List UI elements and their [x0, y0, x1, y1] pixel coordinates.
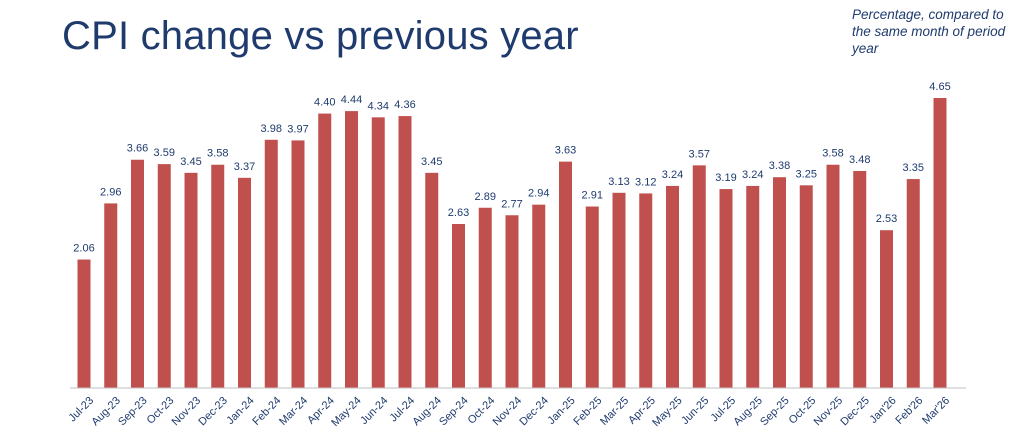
- bar-Sep-23: [131, 159, 144, 388]
- x-tick-label: Feb'26: [893, 395, 925, 427]
- x-tick-label: May-25: [650, 395, 684, 429]
- x-tick-label: Nov-24: [491, 395, 525, 429]
- value-label: 3.19: [715, 172, 736, 184]
- value-label: 4.40: [314, 97, 335, 109]
- bar-Mar-25: [612, 192, 626, 388]
- value-label: 3.97: [287, 123, 308, 135]
- bar-Mar-24: [291, 140, 305, 388]
- value-label: 4.34: [368, 100, 389, 112]
- value-label: 4.44: [341, 94, 362, 106]
- value-label: 3.38: [769, 160, 790, 172]
- bar-Feb'26: [906, 179, 920, 388]
- bar-Feb-25: [585, 206, 599, 388]
- value-label: 3.58: [822, 148, 843, 160]
- value-label: 3.98: [261, 123, 282, 135]
- value-label: 3.58: [207, 148, 228, 160]
- value-label: 2.06: [73, 243, 94, 255]
- value-label: 3.12: [635, 176, 656, 188]
- value-label: 3.25: [796, 168, 817, 180]
- bar-Jan-25: [559, 161, 572, 388]
- bar-Sep-24: [452, 223, 465, 388]
- chart-title: CPI change vs previous year: [62, 14, 579, 58]
- value-label: 2.63: [448, 207, 469, 219]
- bar-Apr-24: [318, 113, 332, 388]
- x-tick-label: Dec-25: [838, 395, 872, 429]
- bar-Nov-23: [184, 172, 198, 388]
- bar-Aug-24: [425, 172, 439, 388]
- x-tick-label: May-24: [329, 395, 363, 429]
- x-tick-label: Nov-25: [812, 395, 846, 429]
- bar-Jan'26: [880, 230, 893, 388]
- bar-Jun-25: [692, 165, 706, 388]
- value-label: 3.37: [234, 161, 255, 173]
- x-tick-label: Jun-24: [358, 395, 390, 427]
- x-tick-label: Jan'26: [868, 395, 899, 426]
- x-tick-label: Feb-24: [250, 395, 283, 428]
- value-label: 2.77: [501, 198, 522, 210]
- bar-Aug-23: [104, 203, 118, 388]
- bar-May-24: [345, 111, 358, 388]
- value-label: 2.89: [475, 191, 496, 203]
- bar-Oct-25: [799, 185, 813, 388]
- value-label: 2.94: [528, 188, 549, 200]
- value-label: 4.65: [929, 81, 950, 93]
- value-label: 3.13: [608, 176, 629, 188]
- value-label: 2.96: [100, 186, 121, 198]
- value-label: 3.57: [689, 148, 710, 160]
- bar-Oct-23: [157, 164, 171, 388]
- bar-May-25: [666, 185, 679, 388]
- bar-Jul-25: [719, 189, 733, 388]
- bar-Nov-25: [826, 164, 840, 388]
- value-label: 3.63: [555, 145, 576, 157]
- bar-Dec-25: [853, 170, 867, 388]
- value-label: 3.35: [903, 162, 924, 174]
- bar-Mar'26: [933, 98, 947, 388]
- value-label: 2.91: [582, 190, 603, 202]
- x-tick-label: Jun-25: [679, 395, 711, 427]
- value-label: 3.45: [180, 156, 201, 168]
- bar-Feb-24: [264, 139, 278, 388]
- bar-Dec-23: [211, 164, 225, 388]
- bar-Apr-25: [639, 193, 653, 388]
- bar-Nov-24: [505, 215, 519, 388]
- x-tick-label: Nov-23: [170, 395, 204, 429]
- x-tick-label: Mar-24: [277, 395, 310, 428]
- bar-Dec-24: [532, 204, 546, 388]
- value-label: 3.59: [154, 147, 175, 159]
- x-tick-label: Mar'26: [920, 395, 952, 427]
- x-tick-label: Aug-25: [731, 395, 765, 429]
- x-tick-label: Aug-23: [89, 395, 123, 429]
- bar-Oct-24: [478, 207, 492, 388]
- x-tick-label: Mar-25: [598, 395, 631, 428]
- value-label: 2.53: [876, 213, 897, 225]
- x-tick-label: Dec-23: [196, 395, 230, 429]
- x-tick-label: Sep-24: [437, 395, 471, 429]
- value-label: 3.45: [421, 156, 442, 168]
- value-label: 4.36: [394, 99, 415, 111]
- bar-series: 2.06Jul-232.96Aug-233.66Sep-233.59Oct-23…: [67, 81, 953, 429]
- value-label: 3.24: [662, 169, 683, 181]
- bar-Jun-24: [371, 117, 385, 388]
- x-tick-label: Sep-23: [116, 395, 150, 429]
- bar-Sep-25: [773, 177, 786, 388]
- x-tick-label: Feb-25: [571, 395, 604, 428]
- bar-Aug-25: [746, 185, 760, 388]
- bar-Jul-23: [77, 259, 91, 388]
- chart-subtitle: Percentage, compared to the same month o…: [852, 7, 1006, 56]
- x-tick-label: Aug-24: [410, 395, 444, 429]
- value-label: 3.48: [849, 154, 870, 166]
- bar-Jul-24: [398, 116, 412, 388]
- value-label: 3.24: [742, 169, 763, 181]
- bar-Jan-24: [238, 177, 251, 388]
- x-tick-label: Dec-24: [517, 395, 551, 429]
- value-label: 3.66: [127, 143, 148, 155]
- x-tick-label: Sep-25: [758, 395, 792, 429]
